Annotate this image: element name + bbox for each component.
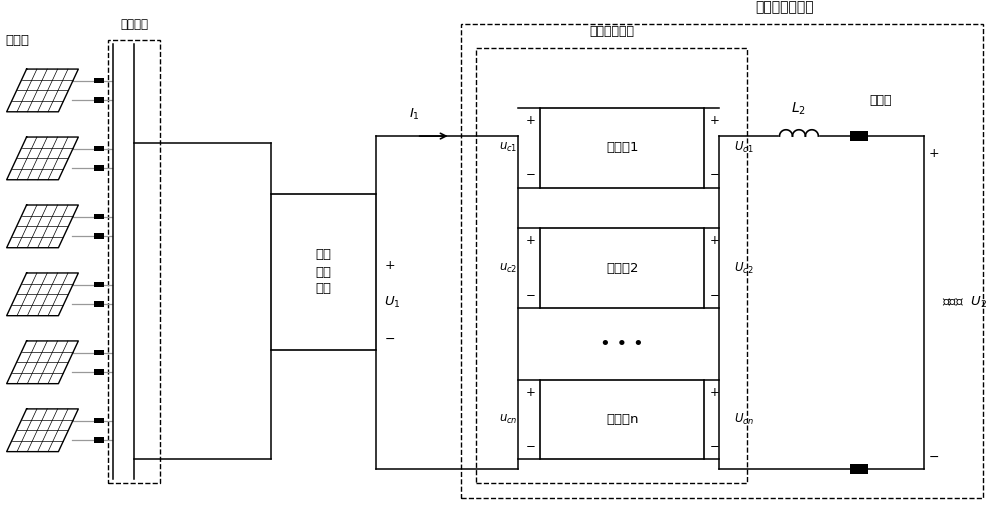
Text: +: + <box>525 234 535 248</box>
Text: $u_{c1}$: $u_{c1}$ <box>499 141 518 154</box>
Bar <box>540 380 704 460</box>
Text: 子模块1: 子模块1 <box>606 141 639 154</box>
Bar <box>94 369 104 375</box>
Bar <box>94 233 104 238</box>
Text: +: + <box>709 386 719 399</box>
Text: 光伏直流变压器: 光伏直流变压器 <box>755 1 814 15</box>
Text: −: − <box>709 440 719 453</box>
Text: 自动
启停
电路: 自动 启停 电路 <box>316 249 332 296</box>
Text: $L_2$: $L_2$ <box>791 100 806 117</box>
Text: $U_{c2}$: $U_{c2}$ <box>734 261 754 276</box>
Bar <box>850 464 868 474</box>
Text: −: − <box>929 451 940 464</box>
Bar <box>94 146 104 152</box>
Text: $U_{cn}$: $U_{cn}$ <box>734 412 754 427</box>
Bar <box>540 108 704 188</box>
Bar <box>94 78 104 83</box>
Text: +: + <box>525 114 535 127</box>
Text: 功率变换电路: 功率变换电路 <box>589 25 634 38</box>
Bar <box>94 214 104 219</box>
Text: +: + <box>525 386 535 399</box>
Text: 接触器: 接触器 <box>869 94 892 107</box>
Bar <box>94 165 104 171</box>
Bar <box>94 302 104 307</box>
Text: $U_{c1}$: $U_{c1}$ <box>734 140 754 155</box>
Text: −: − <box>385 333 395 346</box>
Text: $U_1$: $U_1$ <box>384 295 400 310</box>
Text: +: + <box>709 114 719 127</box>
Bar <box>94 418 104 423</box>
Text: +: + <box>385 259 395 272</box>
Text: +: + <box>929 147 940 160</box>
Text: 中压侧  $U_2$: 中压侧 $U_2$ <box>942 295 987 310</box>
Text: 低压侧: 低压侧 <box>6 34 30 47</box>
Bar <box>108 40 160 483</box>
Bar <box>94 350 104 355</box>
Text: 汇流母线: 汇流母线 <box>120 18 148 31</box>
Text: −: − <box>709 289 719 302</box>
Bar <box>94 437 104 443</box>
Bar <box>850 131 868 141</box>
Text: −: − <box>525 440 535 453</box>
Text: $u_{cn}$: $u_{cn}$ <box>499 413 518 426</box>
Text: $I_1$: $I_1$ <box>409 108 420 122</box>
Bar <box>94 98 104 103</box>
Text: −: − <box>525 289 535 302</box>
Text: $u_{c2}$: $u_{c2}$ <box>499 262 518 275</box>
Text: −: − <box>709 169 719 181</box>
Text: • • •: • • • <box>600 335 644 353</box>
Text: 子模块2: 子模块2 <box>606 262 639 275</box>
Bar <box>476 48 747 483</box>
Bar <box>540 228 704 308</box>
Text: +: + <box>709 234 719 248</box>
Bar <box>271 195 376 350</box>
Bar <box>461 24 983 498</box>
Text: 子模块n: 子模块n <box>606 413 639 426</box>
Bar <box>94 282 104 287</box>
Text: −: − <box>525 169 535 181</box>
